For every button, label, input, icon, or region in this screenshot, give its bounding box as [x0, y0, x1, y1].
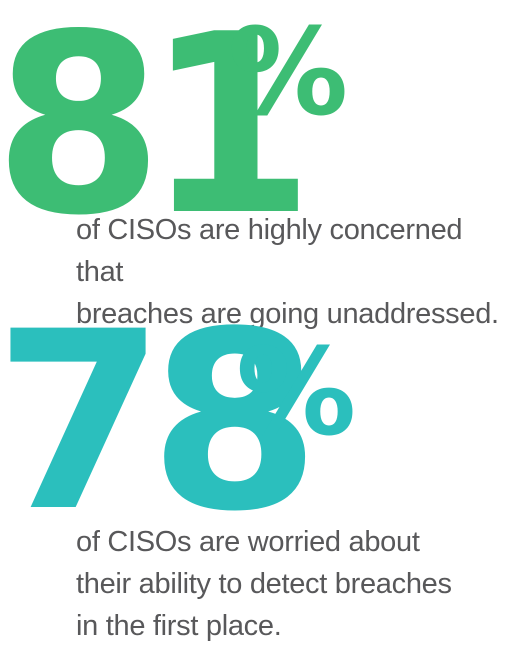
caption-line: their ability to detect breaches: [76, 568, 452, 600]
stat-caption: of CISOs are worried about their ability…: [76, 521, 506, 647]
stat-number: 81: [0, 0, 315, 270]
stat-block-concerned: 81 % of CISOs are highly concerned that …: [0, 0, 517, 330]
stat-number: 78: [0, 280, 320, 566]
caption-line: in the first place.: [76, 610, 282, 642]
percent-sign: %: [236, 324, 357, 463]
percent-sign: %: [228, 4, 349, 143]
caption-line: breaches are going unaddressed.: [76, 298, 499, 330]
stat-caption: of CISOs are highly concerned that breac…: [76, 209, 506, 335]
caption-line: of CISOs are highly concerned that: [76, 214, 463, 288]
stat-block-worried: 78 % of CISOs are worried about their ab…: [0, 300, 517, 652]
caption-line: of CISOs are worried about: [76, 526, 420, 558]
